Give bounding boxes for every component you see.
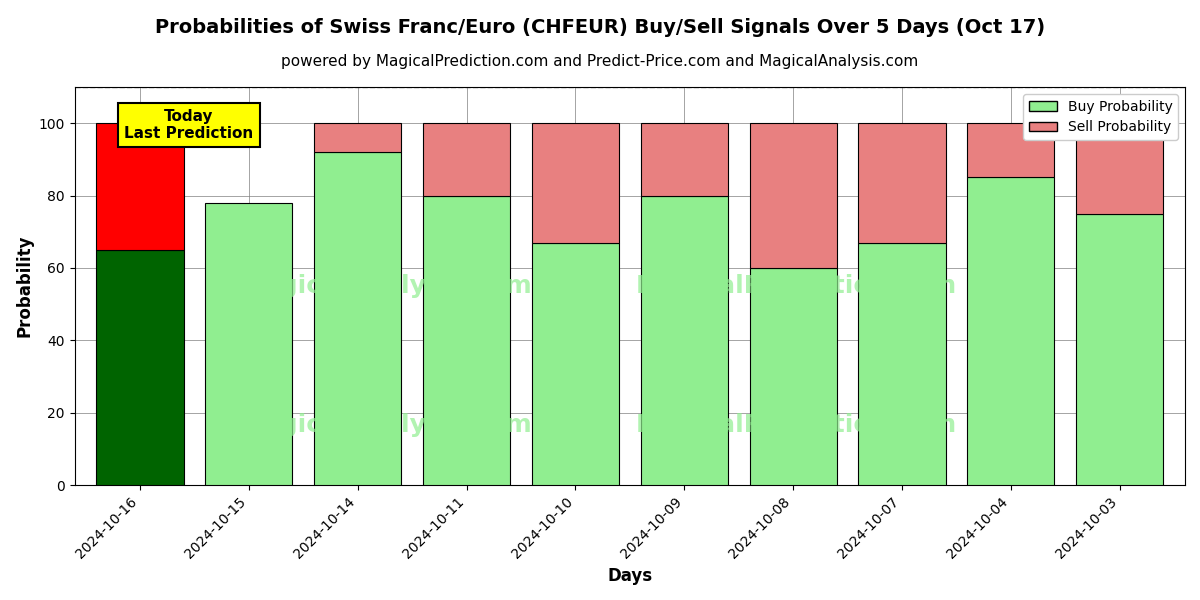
Text: MagicalPrediction.com: MagicalPrediction.com — [636, 274, 958, 298]
Bar — [750, 123, 836, 268]
Legend: Buy Probability, Sell Probability: Buy Probability, Sell Probability — [1024, 94, 1178, 140]
Text: MagicalAnalysis.com: MagicalAnalysis.com — [239, 274, 533, 298]
Bar — [422, 123, 510, 196]
Text: powered by MagicalPrediction.com and Predict-Price.com and MagicalAnalysis.com: powered by MagicalPrediction.com and Pre… — [281, 54, 919, 69]
Bar — [96, 123, 184, 250]
Text: Probabilities of Swiss Franc/Euro (CHFEUR) Buy/Sell Signals Over 5 Days (Oct 17): Probabilities of Swiss Franc/Euro (CHFEU… — [155, 18, 1045, 37]
Bar — [750, 268, 836, 485]
Bar — [858, 242, 946, 485]
Text: Today
Last Prediction: Today Last Prediction — [125, 109, 253, 141]
Bar — [967, 178, 1055, 485]
Bar — [532, 242, 619, 485]
Bar — [1076, 214, 1163, 485]
Text: MagicalAnalysis.com: MagicalAnalysis.com — [239, 413, 533, 437]
Bar — [532, 123, 619, 242]
Bar — [314, 123, 401, 152]
Bar — [858, 123, 946, 242]
Bar — [641, 123, 727, 196]
Bar — [967, 123, 1055, 178]
Bar — [1076, 123, 1163, 214]
Text: MagicalPrediction.com: MagicalPrediction.com — [636, 413, 958, 437]
Bar — [641, 196, 727, 485]
Y-axis label: Probability: Probability — [16, 235, 34, 337]
Bar — [96, 250, 184, 485]
Bar — [205, 203, 293, 485]
X-axis label: Days: Days — [607, 567, 653, 585]
Bar — [422, 196, 510, 485]
Bar — [314, 152, 401, 485]
